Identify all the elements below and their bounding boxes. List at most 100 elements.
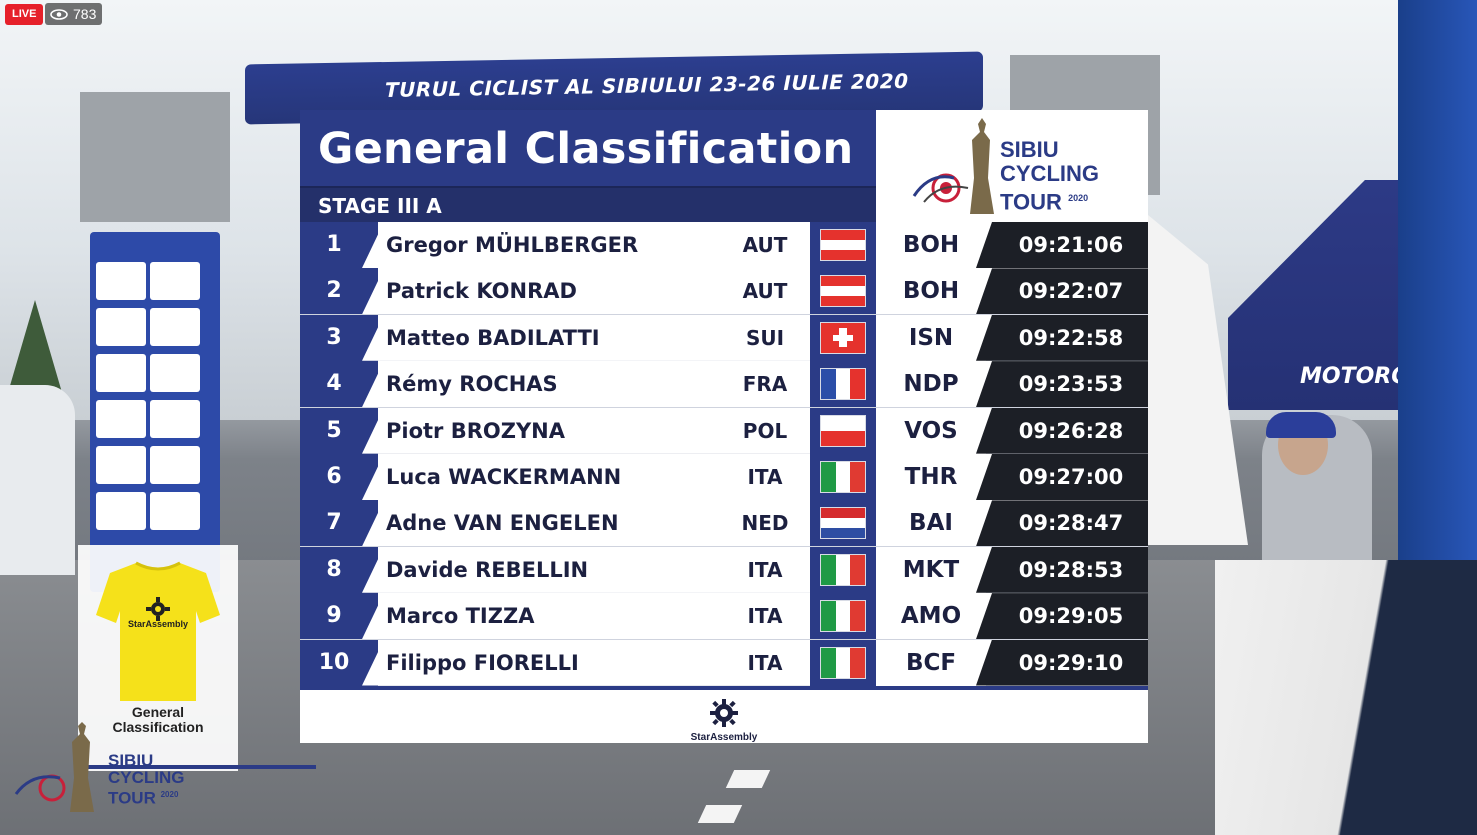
live-badge: LIVE [5, 4, 44, 25]
france-flag-icon [820, 368, 866, 401]
table-row: 6 Luca WACKERMANN ITA THR 09:27:00 [300, 453, 1148, 501]
position-cell: 5 [300, 407, 378, 454]
rider-name: Marco TIZZA [386, 604, 535, 629]
standings-table: 1 Gregor MÜHLBERGER AUT BOH 09:21:06 2 P… [300, 222, 1148, 686]
rider-position: 10 [318, 649, 350, 675]
viewer-count: 783 [45, 3, 103, 25]
barrier-fence [1215, 560, 1477, 835]
rider-team: BAI [909, 510, 953, 537]
flag-stripe [835, 601, 851, 632]
rider-name: Adne VAN ENGELEN [386, 511, 619, 536]
flag-stripe [850, 461, 865, 492]
poland-flag-icon [820, 414, 866, 447]
name-cell [362, 361, 810, 408]
rider-team: THR [904, 463, 958, 490]
tour-logo-line2: CYCLING [1000, 161, 1099, 186]
rider-position: 5 [326, 417, 342, 443]
rider-name: Patrick KONRAD [386, 279, 577, 304]
flag-cross [833, 334, 853, 341]
sponsor-logo [96, 354, 146, 392]
sponsor-logo [96, 308, 146, 346]
time-cell: 09:26:28 [976, 407, 1148, 454]
name-cell [362, 546, 810, 593]
rider-team: MKT [902, 556, 960, 583]
team-cell: MKT [876, 546, 986, 593]
table-row: 3 Matteo BADILATTI SUI ISN 09:22:58 [300, 314, 1148, 362]
vertical-banner [1398, 0, 1477, 560]
table-row: 4 Rémy ROCHAS FRA NDP 09:23:53 [300, 361, 1148, 408]
team-cell: AMO [876, 593, 986, 640]
rider-time: 09:27:00 [1018, 464, 1124, 489]
rider-nationality: ITA [747, 464, 783, 489]
rider-nationality: ITA [747, 650, 783, 675]
rider-name: Piotr BROZYNA [386, 418, 566, 443]
flag-stripe [850, 369, 865, 400]
rider-nationality: SUI [745, 325, 785, 350]
flag-stripe [850, 647, 865, 678]
flag-cell [810, 361, 876, 408]
rider-position: 6 [326, 463, 342, 489]
flag-stripe [850, 554, 865, 585]
time-cell: 09:29:10 [976, 639, 1148, 686]
position-cell: 3 [300, 314, 378, 361]
panel-footer: StarAssembly [300, 686, 1148, 743]
rider-position: 9 [326, 603, 342, 629]
time-cell: 09:28:47 [976, 500, 1148, 547]
footer-sponsor-logo: StarAssembly [685, 698, 763, 743]
time-cell: 09:22:07 [976, 268, 1148, 315]
flag-stripe [821, 250, 865, 260]
cyclist-logo-icon [14, 722, 94, 812]
sponsor-logo [150, 354, 200, 392]
flag-stripe [821, 508, 865, 519]
table-row: 5 Piotr BROZYNA POL VOS 09:26:28 [300, 407, 1148, 454]
rider-position: 7 [326, 510, 342, 536]
austria-flag-icon [820, 275, 866, 308]
name-cell [362, 639, 810, 686]
rider-time: 09:29:10 [1018, 650, 1124, 675]
corner-logo-line3: TOUR [108, 788, 156, 808]
flag-stripe [821, 554, 836, 585]
team-cell: BOH [876, 268, 986, 315]
corner-logo-line2: CYCLING [108, 768, 185, 787]
flag-cell [810, 593, 876, 640]
flag-cell [810, 314, 876, 361]
flag-stripe [850, 601, 865, 632]
sponsor-logo [150, 492, 200, 530]
sponsor-logo [150, 308, 200, 346]
tour-logo-line3-wrap: TOUR 2020 [1000, 186, 1099, 214]
time-cell: 09:29:05 [976, 593, 1148, 640]
time-cell: 09:28:53 [976, 546, 1148, 593]
position-cell: 2 [300, 268, 378, 315]
rider-name: Filippo FIORELLI [386, 650, 579, 675]
rider-time: 09:21:06 [1018, 233, 1124, 257]
table-row: 7 Adne VAN ENGELEN NED BAI 09:28:47 [300, 500, 1148, 547]
rider-time: 09:29:05 [1018, 604, 1124, 629]
flag-cell [810, 453, 876, 500]
tour-logo-line1: SIBIU [1000, 137, 1059, 162]
switzerland-flag-icon [820, 321, 866, 354]
flag-cell [810, 407, 876, 454]
table-row: 1 Gregor MÜHLBERGER AUT BOH 09:21:06 [300, 222, 1148, 269]
tour-logo-line3: TOUR [1000, 189, 1062, 215]
flag-stripe [821, 296, 865, 307]
rider-time: 09:28:53 [1018, 557, 1124, 582]
table-row: 10 Filippo FIORELLI ITA BCF 09:29:10 [300, 639, 1148, 686]
classification-panel: General Classification STAGE III A SIBIU… [300, 110, 1148, 743]
name-cell [362, 500, 810, 547]
tour-logo-year: 2020 [1068, 193, 1089, 203]
rider-position: 3 [326, 324, 342, 350]
viewer-count-value: 783 [73, 6, 97, 22]
flag-stripe [835, 554, 851, 585]
flag-cell [810, 500, 876, 547]
flag-cell [810, 546, 876, 593]
netherlands-flag-icon [820, 507, 866, 540]
cyclist-logo-icon [912, 118, 994, 214]
footer-sponsor-name: StarAssembly [690, 732, 758, 743]
rider-nationality: FRA [742, 372, 788, 397]
stage-label: STAGE III A [318, 194, 442, 218]
sponsor-logo [150, 446, 200, 484]
rider-name: Rémy ROCHAS [386, 372, 558, 397]
rider-nationality: AUT [742, 233, 788, 257]
flag-stripe [835, 461, 851, 492]
sponsor-tower [90, 232, 220, 592]
